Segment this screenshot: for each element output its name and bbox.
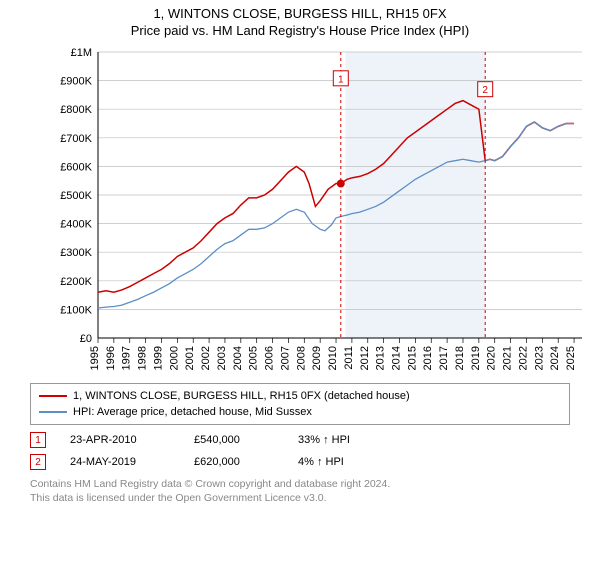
svg-text:2011: 2011 — [343, 346, 355, 370]
svg-text:2007: 2007 — [279, 346, 291, 370]
svg-text:2001: 2001 — [184, 346, 196, 370]
chart-title: 1, WINTONS CLOSE, BURGESS HILL, RH15 0FX — [0, 6, 600, 21]
transaction-price: £540,000 — [194, 434, 274, 446]
svg-text:2018: 2018 — [454, 346, 466, 370]
transaction-delta: 33% ↑ HPI — [298, 434, 350, 446]
svg-text:1995: 1995 — [89, 346, 101, 370]
chart-area: £0 £100K £200K £300K £400K £500K £600K £700K £80… — [50, 42, 590, 377]
svg-text:£900K: £900K — [60, 76, 92, 88]
transaction-marker-icon: 1 — [30, 432, 46, 448]
footer-line: This data is licensed under the Open Gov… — [30, 491, 570, 505]
svg-text:2003: 2003 — [216, 346, 228, 370]
svg-text:2006: 2006 — [264, 346, 276, 370]
svg-text:1997: 1997 — [121, 346, 133, 370]
footer-attribution: Contains HM Land Registry data © Crown c… — [30, 477, 570, 505]
svg-text:2012: 2012 — [359, 346, 371, 370]
svg-text:£1M: £1M — [71, 47, 92, 59]
svg-text:2008: 2008 — [295, 346, 307, 370]
legend-box: 1, WINTONS CLOSE, BURGESS HILL, RH15 0FX… — [30, 383, 570, 425]
svg-text:2014: 2014 — [391, 346, 403, 370]
transaction-date: 24-MAY-2019 — [70, 456, 170, 468]
svg-text:1: 1 — [338, 74, 344, 85]
svg-text:2004: 2004 — [232, 346, 244, 370]
transaction-marker-icon: 2 — [30, 454, 46, 470]
svg-text:£600K: £600K — [60, 161, 92, 173]
svg-text:2024: 2024 — [549, 346, 561, 370]
svg-text:2022: 2022 — [517, 346, 529, 370]
line-chart-svg: £0 £100K £200K £300K £400K £500K £600K £700K £80… — [50, 42, 590, 372]
svg-text:2: 2 — [482, 85, 488, 96]
svg-text:2015: 2015 — [406, 346, 418, 370]
svg-text:2010: 2010 — [327, 346, 339, 370]
svg-text:£500K: £500K — [60, 190, 92, 202]
svg-text:2009: 2009 — [311, 346, 323, 370]
transactions-table: 1 23-APR-2010 £540,000 33% ↑ HPI 2 24-MA… — [30, 429, 570, 473]
svg-text:£0: £0 — [80, 333, 92, 345]
footer-line: Contains HM Land Registry data © Crown c… — [30, 477, 570, 491]
svg-text:£200K: £200K — [60, 276, 92, 288]
svg-text:2020: 2020 — [486, 346, 498, 370]
legend-swatch — [39, 411, 67, 413]
legend-label: 1, WINTONS CLOSE, BURGESS HILL, RH15 0FX… — [73, 390, 410, 402]
svg-text:£400K: £400K — [60, 219, 92, 231]
legend-item: 1, WINTONS CLOSE, BURGESS HILL, RH15 0FX… — [39, 388, 561, 404]
transaction-price: £620,000 — [194, 456, 274, 468]
svg-text:2019: 2019 — [470, 346, 482, 370]
svg-text:2025: 2025 — [565, 346, 577, 370]
transaction-row: 1 23-APR-2010 £540,000 33% ↑ HPI — [30, 429, 570, 451]
svg-text:2005: 2005 — [248, 346, 260, 370]
svg-text:£300K: £300K — [60, 247, 92, 259]
legend-swatch — [39, 395, 67, 397]
svg-text:2000: 2000 — [168, 346, 180, 370]
chart-subtitle: Price paid vs. HM Land Registry's House … — [0, 23, 600, 38]
transaction-delta: 4% ↑ HPI — [298, 456, 344, 468]
svg-text:1996: 1996 — [105, 346, 117, 370]
svg-text:£700K: £700K — [60, 133, 92, 145]
svg-text:2023: 2023 — [533, 346, 545, 370]
svg-text:1999: 1999 — [152, 346, 164, 370]
svg-text:2016: 2016 — [422, 346, 434, 370]
transaction-date: 23-APR-2010 — [70, 434, 170, 446]
svg-text:2017: 2017 — [438, 346, 450, 370]
svg-text:2013: 2013 — [375, 346, 387, 370]
legend-item: HPI: Average price, detached house, Mid … — [39, 404, 561, 420]
transaction-row: 2 24-MAY-2019 £620,000 4% ↑ HPI — [30, 451, 570, 473]
svg-text:2002: 2002 — [200, 346, 212, 370]
svg-text:£800K: £800K — [60, 104, 92, 116]
svg-text:£100K: £100K — [60, 304, 92, 316]
svg-text:1998: 1998 — [137, 346, 149, 370]
legend-label: HPI: Average price, detached house, Mid … — [73, 406, 312, 418]
svg-text:2021: 2021 — [502, 346, 514, 370]
